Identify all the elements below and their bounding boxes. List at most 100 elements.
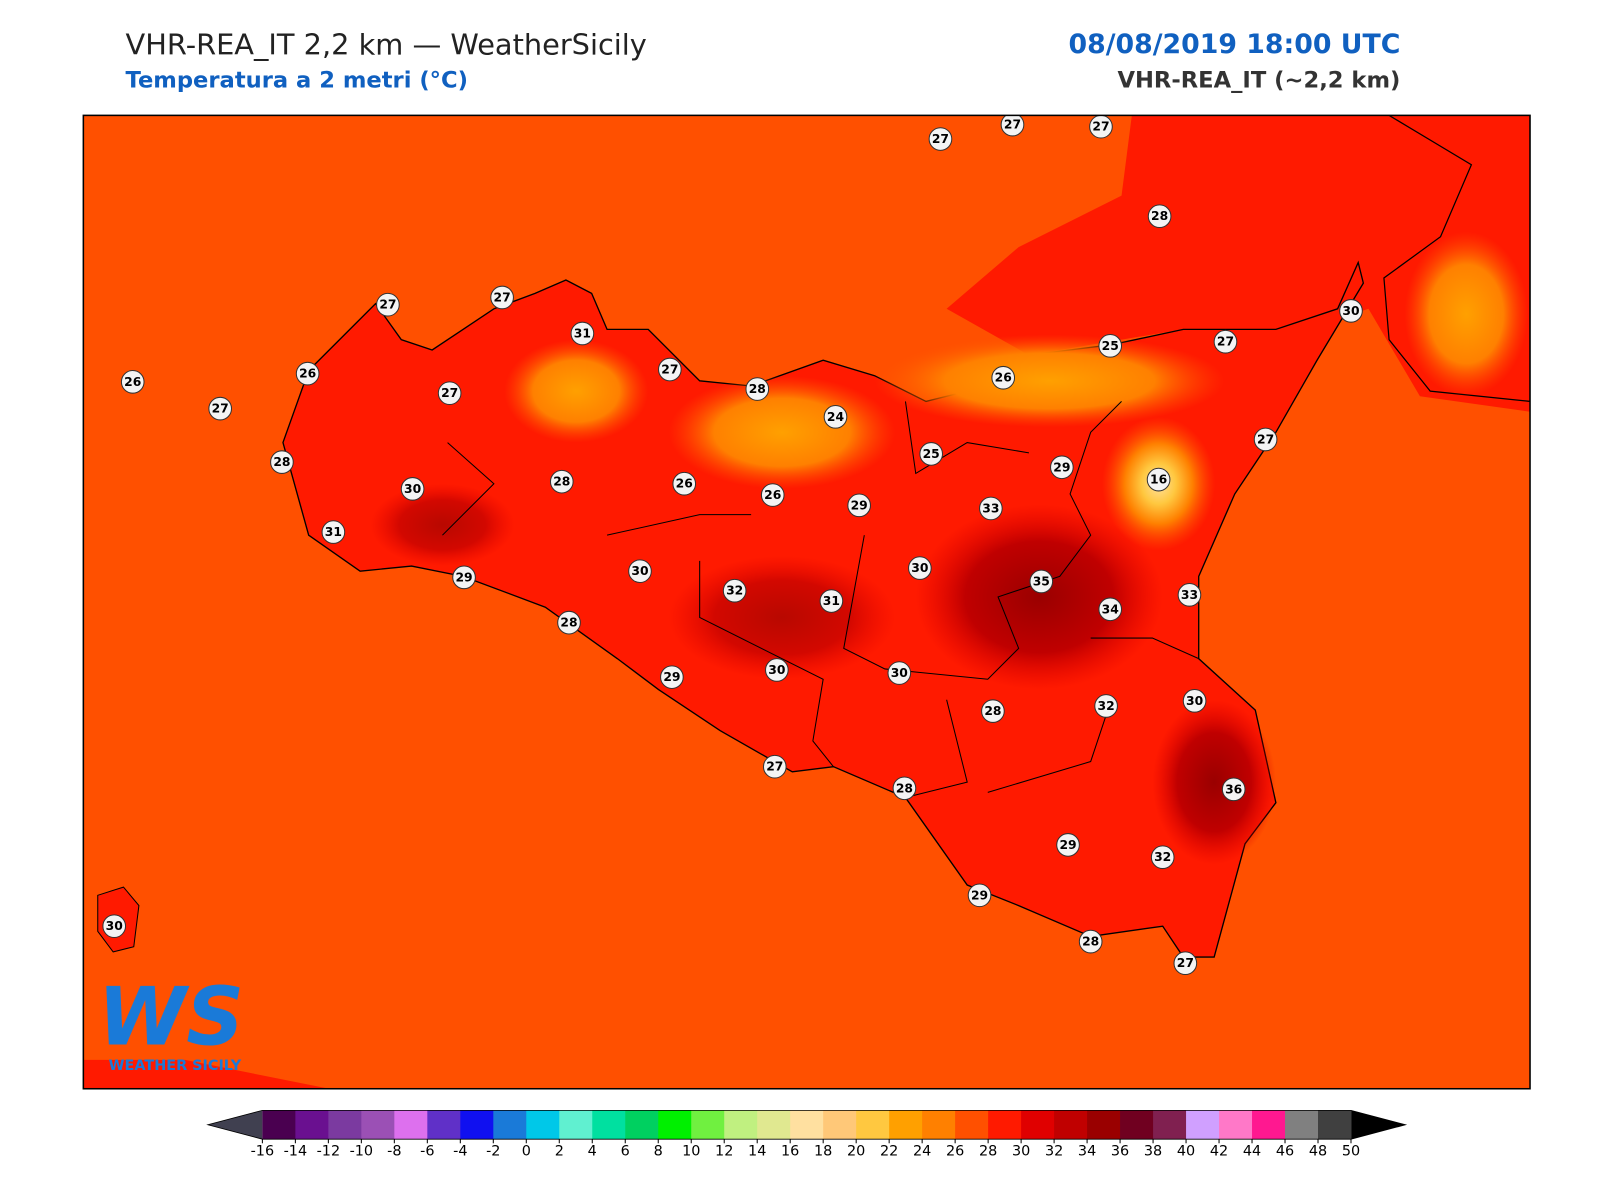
colorbar-over bbox=[1350, 1110, 1406, 1140]
station-value: 27 bbox=[441, 386, 458, 400]
station: 33 bbox=[979, 496, 1003, 521]
station: 26 bbox=[120, 370, 145, 394]
colorbar-box bbox=[856, 1110, 890, 1140]
colorbar-tick-label: -14 bbox=[284, 1144, 308, 1160]
station-value: 25 bbox=[1102, 339, 1119, 353]
station-value: 29 bbox=[851, 498, 868, 512]
colorbar-box bbox=[1285, 1110, 1319, 1140]
colorbar-box bbox=[1120, 1110, 1154, 1140]
station-value: 28 bbox=[1082, 935, 1099, 949]
station: 32 bbox=[1150, 845, 1175, 870]
station-marker bbox=[660, 665, 684, 690]
station-marker bbox=[1094, 694, 1118, 718]
colorbar-tick-label: 22 bbox=[880, 1144, 898, 1160]
title: VHR-REA_IT 2,2 km — WeatherSicily bbox=[126, 27, 647, 61]
colorbar-tick-label: 40 bbox=[1177, 1144, 1195, 1160]
colorbar-tick-label: 12 bbox=[715, 1144, 733, 1160]
station-value: 33 bbox=[982, 501, 999, 515]
station-marker bbox=[1000, 115, 1025, 137]
station: 29 bbox=[660, 665, 684, 690]
model-label: VHR-REA_IT (~2,2 km) bbox=[1117, 67, 1400, 93]
station-value: 32 bbox=[1098, 699, 1115, 713]
station-value: 32 bbox=[1154, 850, 1171, 864]
colorbar-tick-label: -6 bbox=[420, 1144, 434, 1160]
station-marker bbox=[967, 883, 992, 908]
station-value: 31 bbox=[574, 327, 591, 341]
station-marker bbox=[979, 496, 1003, 521]
colorbar-tick-label: 18 bbox=[814, 1144, 832, 1160]
station-value: 30 bbox=[1186, 694, 1203, 708]
colorbar-tick-label: 2 bbox=[555, 1144, 564, 1160]
station-marker bbox=[437, 381, 462, 406]
station-marker bbox=[722, 578, 747, 603]
colorbar-box bbox=[724, 1110, 758, 1140]
colorbar-tick-label: 26 bbox=[946, 1144, 964, 1160]
station-value: 35 bbox=[1033, 574, 1050, 588]
station-marker bbox=[1221, 777, 1246, 802]
station: 31 bbox=[570, 321, 595, 346]
hot-area bbox=[915, 504, 1163, 690]
station-marker bbox=[549, 469, 574, 494]
station: 30 bbox=[765, 658, 789, 682]
station-value: 27 bbox=[661, 363, 678, 377]
colorbar-tick-label: 42 bbox=[1210, 1144, 1228, 1160]
station-marker bbox=[981, 699, 1005, 723]
station-value: 28 bbox=[984, 704, 1001, 718]
colorbar-tick-label: -2 bbox=[486, 1144, 500, 1160]
station-marker bbox=[120, 370, 145, 394]
station: 27 bbox=[490, 285, 514, 310]
station-value: 27 bbox=[766, 760, 783, 774]
station-value: 27 bbox=[932, 132, 949, 146]
station-value: 30 bbox=[1342, 304, 1359, 318]
station: 26 bbox=[672, 471, 697, 496]
station-value: 26 bbox=[676, 477, 693, 491]
colorbar-box bbox=[1318, 1110, 1352, 1140]
station: 27 bbox=[1173, 951, 1198, 976]
colorbar-box bbox=[790, 1110, 824, 1140]
calabria-cool bbox=[1404, 231, 1528, 397]
colorbar-box bbox=[691, 1110, 725, 1140]
station: 27 bbox=[1089, 115, 1113, 139]
station: 27 bbox=[376, 292, 400, 317]
station-marker bbox=[762, 754, 787, 779]
colorbar-box bbox=[658, 1110, 692, 1140]
station-marker bbox=[452, 565, 476, 590]
colorbar-tick-label: 20 bbox=[847, 1144, 865, 1160]
station-marker bbox=[102, 914, 127, 939]
station: 36 bbox=[1221, 777, 1246, 802]
station: 24 bbox=[823, 405, 848, 429]
colorbar-box bbox=[592, 1110, 626, 1140]
station-value: 29 bbox=[663, 670, 680, 684]
colorbar-box bbox=[1252, 1110, 1286, 1140]
station-value: 29 bbox=[1059, 838, 1076, 852]
station: 32 bbox=[1094, 694, 1118, 718]
subtitle: Temperatura a 2 metri (°C) bbox=[126, 67, 468, 93]
station: 26 bbox=[760, 483, 785, 507]
station-value: 27 bbox=[494, 290, 511, 304]
station: 30 bbox=[1339, 299, 1363, 323]
station-value: 29 bbox=[1053, 460, 1070, 474]
station: 30 bbox=[400, 477, 425, 501]
station-value: 28 bbox=[560, 616, 577, 630]
station: 28 bbox=[1078, 929, 1103, 954]
station-value: 24 bbox=[827, 410, 845, 424]
station-marker bbox=[270, 450, 294, 474]
station-value: 28 bbox=[896, 781, 913, 795]
station-marker bbox=[928, 127, 953, 151]
colorbar-box bbox=[988, 1110, 1022, 1140]
station-marker bbox=[1177, 583, 1202, 607]
station: 27 bbox=[208, 396, 233, 421]
map-frame bbox=[82, 114, 1531, 1090]
station: 30 bbox=[628, 559, 652, 584]
station: 30 bbox=[908, 556, 932, 580]
colorbar-tick-label: 46 bbox=[1276, 1144, 1294, 1160]
station: 29 bbox=[452, 565, 476, 590]
station-value: 30 bbox=[911, 561, 928, 575]
station-value: 27 bbox=[1004, 118, 1021, 132]
station-marker bbox=[672, 471, 697, 496]
colorbar-tick-label: 16 bbox=[781, 1144, 799, 1160]
station-value: 28 bbox=[749, 382, 766, 396]
cool-area bbox=[504, 339, 649, 443]
colorbar-box bbox=[1153, 1110, 1187, 1140]
station-marker bbox=[1150, 845, 1175, 870]
